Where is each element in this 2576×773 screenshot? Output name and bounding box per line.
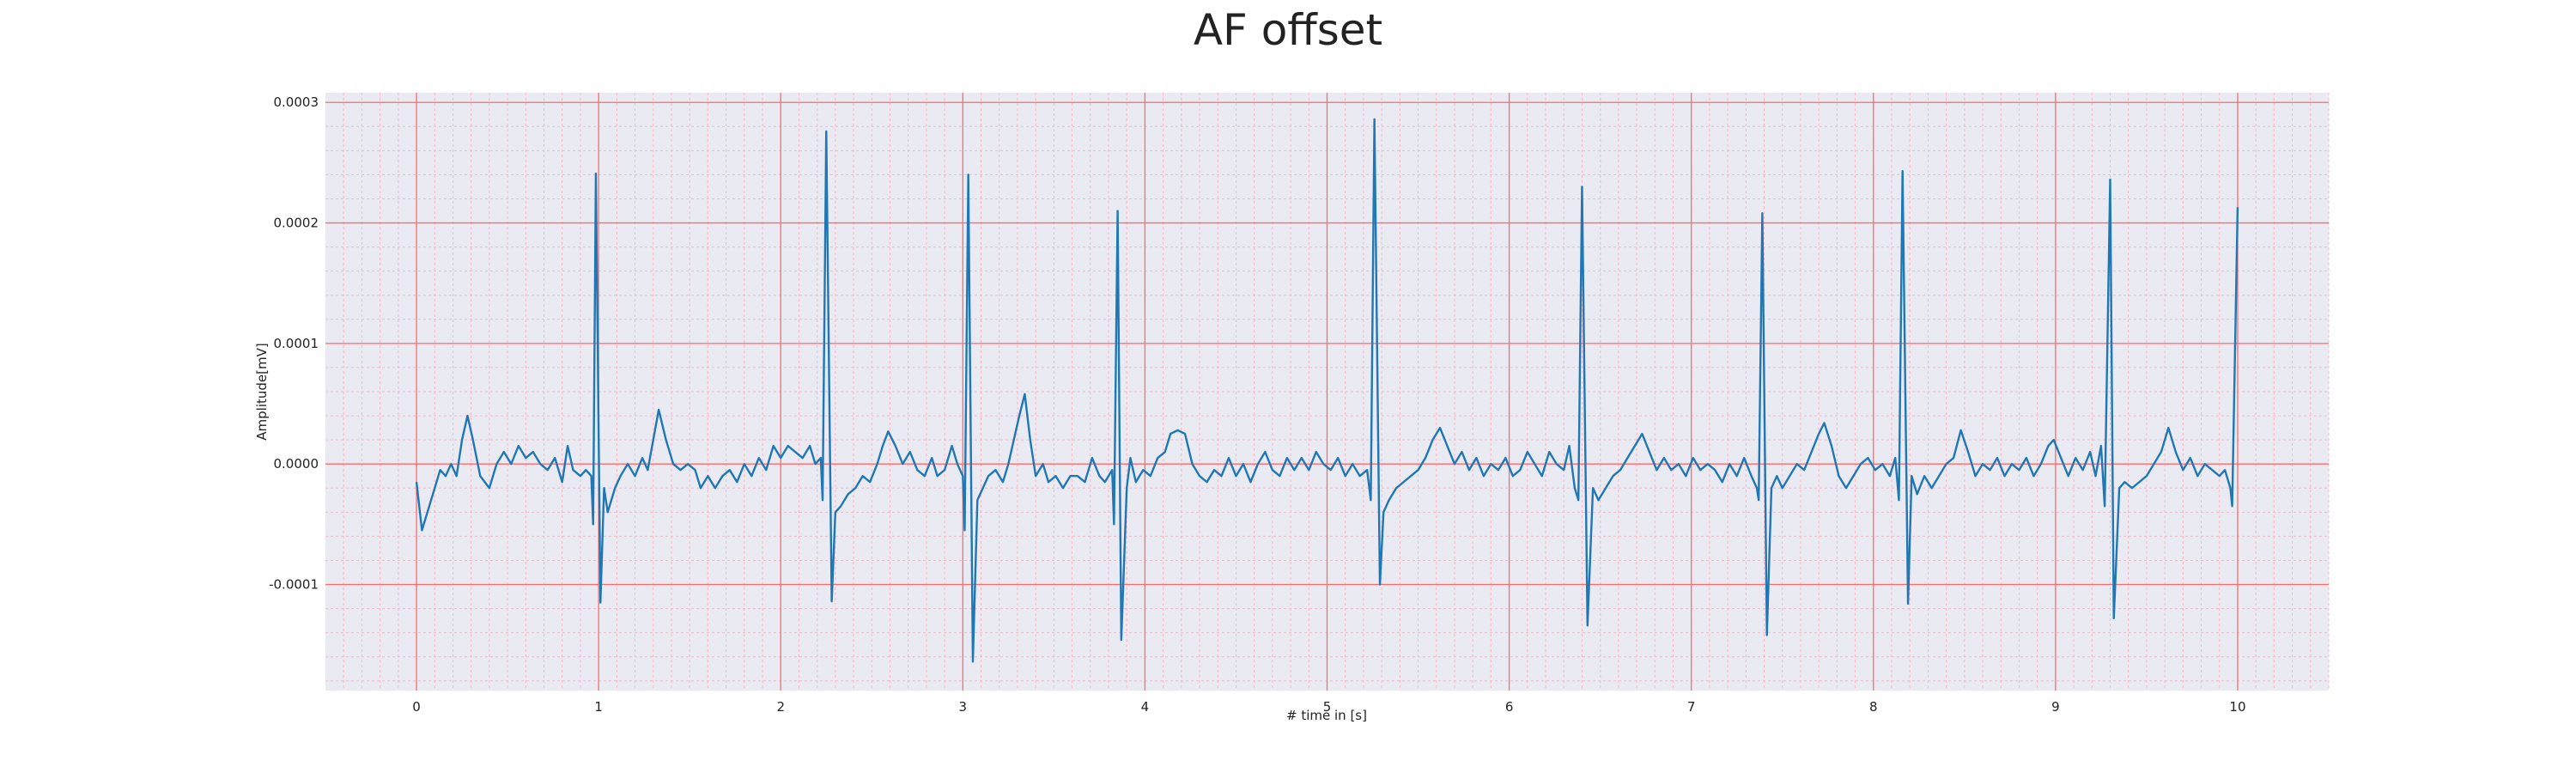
x-tick-label: 0 <box>412 699 421 715</box>
x-tick-label: 3 <box>959 699 968 715</box>
x-tick-label: 10 <box>2229 699 2245 715</box>
y-tick-label: 0.0003 <box>274 94 319 110</box>
x-tick-label: 9 <box>2051 699 2060 715</box>
x-tick-label: 7 <box>1687 699 1696 715</box>
x-tick-label: 6 <box>1505 699 1514 715</box>
signal-line <box>415 118 2239 663</box>
chart-title: AF offset <box>1194 5 1382 55</box>
y-tick-label: 0.0001 <box>274 336 319 351</box>
x-tick-label: 4 <box>1141 699 1150 715</box>
y-tick-label: 0.0002 <box>274 216 319 231</box>
x-tick-label: 8 <box>1869 699 1878 715</box>
x-tick-label: 2 <box>776 699 785 715</box>
x-tick-label: 1 <box>594 699 603 715</box>
y-axis-label: Amplitude[mV] <box>254 343 270 440</box>
x-axis-label: # time in [s] <box>1286 708 1367 723</box>
y-tick-label: 0.0000 <box>274 456 319 472</box>
x-tick-label: 5 <box>1323 699 1332 715</box>
y-tick-label: -0.0001 <box>269 577 319 593</box>
